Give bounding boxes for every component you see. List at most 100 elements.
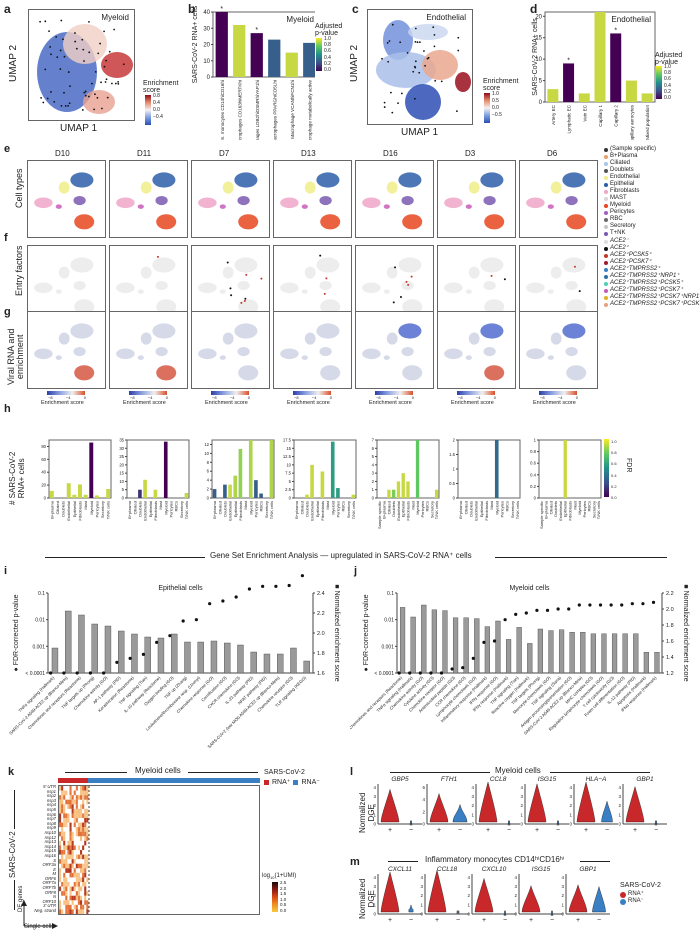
- bar: [184, 493, 189, 498]
- category-label: Artery EC: [551, 104, 556, 125]
- heatmap-cell: [59, 868, 62, 873]
- heatmap-cell: [75, 863, 78, 869]
- fdr-point: [115, 660, 119, 664]
- gene-label: nsp7: [46, 816, 56, 822]
- colorbar-tick: −8: [294, 395, 299, 400]
- nes-bar: [303, 660, 310, 674]
- fdr-point: [439, 671, 444, 675]
- cluster: [402, 365, 423, 381]
- y-tick-label: 1: [618, 812, 621, 817]
- legend-label: (Sample specific): [610, 146, 657, 152]
- group-label: +: [576, 917, 580, 924]
- group-label: +: [435, 917, 439, 924]
- fdr-point: [208, 602, 212, 606]
- y-tick-label: 1: [420, 902, 423, 907]
- significance-star: *: [614, 27, 617, 34]
- bar: [563, 440, 567, 498]
- legend-item: ACE2⁺: [604, 245, 700, 252]
- rna-positive-cell: [114, 82, 117, 85]
- colorbar-tick: −8: [130, 395, 135, 400]
- cluster: [484, 299, 505, 315]
- heatmap-cell: [75, 799, 78, 805]
- bar: [153, 489, 158, 498]
- gsea-rule-left: [45, 557, 205, 558]
- heatmap-cell: [73, 859, 76, 864]
- rna-positive-cell: [97, 52, 100, 55]
- y-tick-label: 0: [372, 496, 375, 501]
- category-label: Capillary aerocytes: [629, 104, 634, 140]
- heatmap-cell: [82, 831, 85, 837]
- heatmap-cell: [67, 882, 70, 887]
- gene-label: nsp3: [46, 797, 56, 803]
- gene-label: nsp15: [44, 848, 56, 854]
- heatmap-cell: [71, 854, 74, 860]
- entry-factor-cell: [407, 283, 410, 286]
- cluster: [152, 257, 176, 273]
- rna-positive-cell: [63, 91, 65, 94]
- heatmap-cell: [63, 872, 66, 878]
- viral-enrichment-umap-scatter: [198, 323, 259, 381]
- y-axis-label: SARS-CoV-2 RNA+ cells: [532, 18, 539, 96]
- category-label: Endothelial: [558, 501, 563, 521]
- colorbar-tick: 0.0: [280, 907, 287, 913]
- viral-enrichment-umap-scatter: [444, 323, 505, 381]
- cell-types-umap-scatter: [280, 172, 341, 230]
- heatmap-cell: [84, 859, 87, 864]
- colorbar-tick: 0.2: [664, 88, 671, 95]
- y-tick-label: 4: [372, 462, 375, 467]
- legend-swatch: [604, 260, 608, 265]
- rna-positive-cell: [397, 102, 399, 105]
- enrichment-colorbar: [293, 391, 331, 395]
- entry-factors-umap-scatter: [444, 257, 506, 315]
- donor-label: D13: [301, 149, 316, 158]
- legend-item: B+Plasma: [604, 153, 656, 160]
- m-rule-right: [580, 861, 610, 862]
- y-tick-label: 0: [471, 822, 474, 827]
- plot-frame: [211, 439, 275, 499]
- entry-factor-cell: [392, 301, 395, 304]
- enrichment-colorbar: [457, 391, 495, 395]
- group-label: −: [456, 917, 460, 924]
- umap-c-ylabel: UMAP 2: [349, 44, 360, 82]
- heatmap-cell: [80, 850, 83, 855]
- y-tick-label: 12: [204, 442, 209, 447]
- legend-item: ACE2⁺TMPRSS2⁺PCSK7⁺NRP1⁺: [604, 294, 700, 301]
- heatmap-cell: [80, 854, 83, 860]
- heatmap-cell: [65, 909, 68, 914]
- fdr-point: [168, 634, 172, 638]
- cluster: [238, 365, 259, 381]
- bar: [336, 488, 340, 498]
- category-label: B+plasma: [382, 500, 387, 519]
- heatmap-cell: [69, 799, 72, 805]
- cluster: [362, 282, 381, 294]
- y-tick-label: 0: [422, 822, 425, 827]
- heatmap-cell: [80, 795, 83, 800]
- cluster: [70, 172, 94, 188]
- violin-rna-positive: [427, 870, 447, 913]
- heatmap-cell: [65, 863, 68, 869]
- cluster: [316, 323, 340, 339]
- heatmap-cell: [69, 827, 72, 832]
- gene-label: S: [53, 857, 56, 863]
- y-tick-label: 1: [569, 812, 572, 817]
- fdr-point: [503, 618, 507, 622]
- cluster: [320, 214, 341, 230]
- entry-factor-cell: [244, 297, 247, 300]
- entry-factors-umap-scatter: [280, 254, 341, 315]
- rna-positive-cell: [81, 109, 84, 111]
- fdr-point: [418, 671, 422, 675]
- enrichment-colorbar-label: Enrichment score: [533, 400, 576, 406]
- colorbar-tick: 1.0: [492, 91, 499, 97]
- heatmap-cell: [71, 895, 74, 901]
- category-label: Doublets: [468, 501, 473, 517]
- bar: [625, 80, 637, 102]
- cluster: [301, 355, 308, 360]
- rna-neg-dot: [620, 898, 626, 905]
- rna-positive-cell: [440, 80, 443, 83]
- heatmap-cell: [84, 831, 87, 837]
- bar: [89, 442, 94, 498]
- category-label: B+plasma: [544, 500, 549, 519]
- heatmap-cell: [59, 813, 62, 818]
- heatmap-cell: [65, 891, 68, 896]
- cluster: [483, 346, 496, 357]
